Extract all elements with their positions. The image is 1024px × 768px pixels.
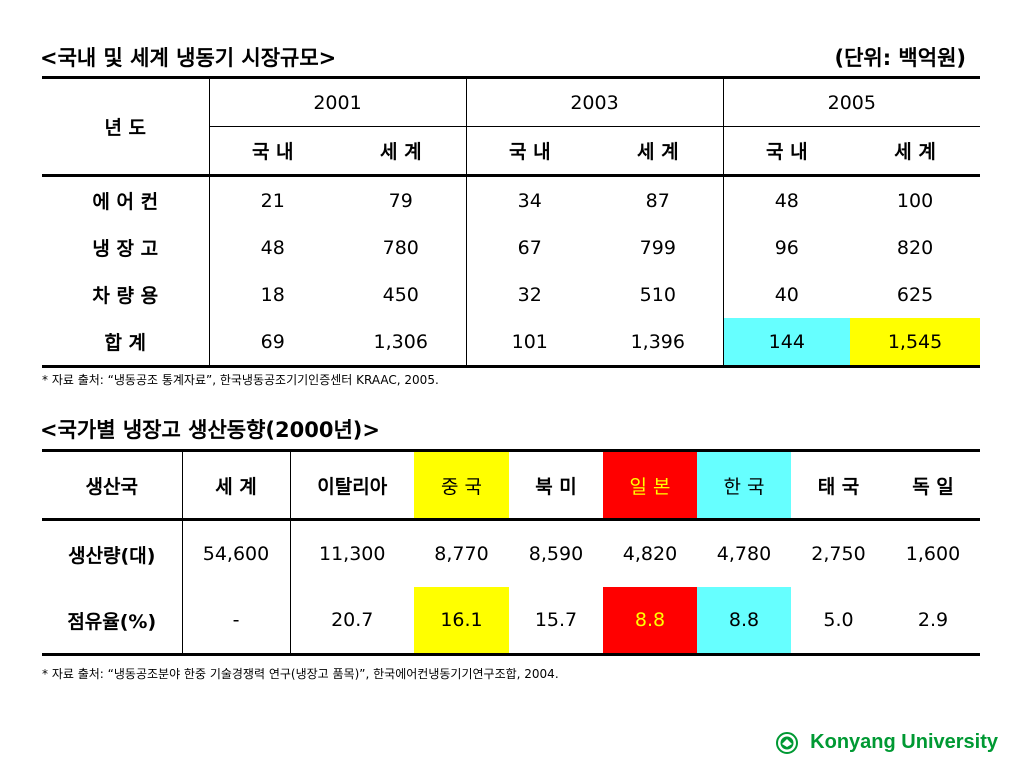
sub-header: 세 계: [850, 126, 981, 177]
table-cell: 32: [517, 283, 542, 306]
table-cell: 87: [593, 175, 724, 224]
highlight-cell: 16.1: [414, 587, 509, 655]
table-cell: 79: [336, 175, 467, 224]
table-cell: 11,300: [319, 543, 386, 565]
table-cell: 450: [336, 271, 467, 318]
table2-title: <국가별 냉장고 생산동향(2000년)>: [40, 418, 380, 442]
table-cell: 8,590: [528, 543, 584, 565]
university-name: Konyang University: [810, 731, 998, 753]
country-header-row: 생산국 세 계 이탈리아 중 국 북 미 일 본 한 국 태 국 독 일: [42, 450, 980, 521]
year-2001: 2001: [209, 77, 467, 127]
row-label: 합 계: [42, 318, 210, 367]
table1-unit: (단위: 백억원): [834, 46, 966, 70]
table-cell: 820: [896, 236, 934, 259]
table-cell: 101: [511, 330, 548, 353]
sub-header-row: 국 내 세 계 국 내 세 계 국 내 세 계: [42, 126, 981, 177]
table-cell: 67: [517, 236, 542, 259]
row-label: 생산량(대): [42, 519, 183, 587]
year-2003: 2003: [466, 77, 724, 127]
sub-header: 국 내: [209, 126, 336, 177]
column-header: 독 일: [886, 450, 980, 521]
row-label: 점유율(%): [42, 587, 183, 655]
row-label: 차 량 용: [42, 271, 210, 318]
table-cell: 510: [593, 271, 724, 318]
highlight-cell: 8.8: [603, 587, 697, 655]
source-note: * 자료 출처: “냉동공조분야 한중 기술경쟁력 연구(냉장고 품목)”, 한…: [42, 667, 559, 681]
table-cell: 799: [593, 224, 724, 271]
source-note: * 자료 출처: “냉동공조 통계자료”, 한국냉동공조기기인증센터 KRAAC…: [42, 373, 439, 387]
table-cell: 625: [896, 283, 934, 306]
university-emblem-icon: [776, 731, 799, 754]
table-cell: 21: [260, 189, 285, 212]
column-header: 태 국: [791, 450, 886, 521]
column-header: 한 국: [697, 450, 791, 521]
table1-title: <국내 및 세계 냉동기 시장규모>: [40, 46, 337, 70]
total-row: 합 계 69 1,306 101 1,396 144 1,545: [42, 318, 981, 367]
table-row: 생산량(대) 54,600 11,300 8,770 8,590 4,820 4…: [42, 519, 980, 587]
year-2005: 2005: [723, 77, 981, 127]
year-header-row: 년 도 2001 2003 2005: [42, 77, 981, 177]
table-cell: 40: [774, 283, 799, 306]
table-cell: 1,396: [593, 318, 724, 367]
table-cell: -: [182, 587, 291, 655]
sub-header: 국 내: [466, 126, 594, 177]
table-cell: 96: [774, 236, 799, 259]
fridge-production-table: 생산국 세 계 이탈리아 중 국 북 미 일 본 한 국 태 국 독 일 생산량…: [42, 449, 980, 656]
table-cell: 100: [896, 189, 934, 212]
highlight-cell: 8.8: [697, 587, 791, 655]
table-cell: 48: [260, 236, 285, 259]
table-cell: 8,770: [434, 543, 489, 565]
table-cell: 18: [260, 283, 285, 306]
row-label: 생산국: [42, 450, 183, 521]
column-header: 중 국: [414, 450, 509, 521]
table-cell: 1,600: [905, 543, 961, 565]
table-cell: 4,820: [622, 543, 678, 565]
table-cell: 780: [336, 224, 467, 271]
sub-header: 세 계: [336, 126, 467, 177]
year-corner-label: 년 도: [42, 77, 210, 177]
highlight-cell: 1,545: [850, 318, 981, 367]
table-row: 냉 장 고 48 780 67 799 96 820: [42, 224, 980, 271]
footer: Konyang University: [776, 731, 998, 754]
highlight-cell: 144: [723, 318, 851, 367]
table-cell: 2,750: [811, 543, 866, 565]
column-header: 북 미: [509, 450, 603, 521]
table-cell: 15.7: [534, 609, 578, 631]
table-row: 차 량 용 18 450 32 510 40 625: [42, 271, 980, 318]
table-cell: 2.9: [917, 609, 949, 631]
table-cell: 48: [774, 189, 799, 212]
table-cell: 20.7: [331, 609, 374, 631]
sub-header: 세 계: [593, 126, 724, 177]
table-cell: 4,780: [716, 543, 772, 565]
table-cell: 69: [260, 330, 285, 353]
column-header: 이탈리아: [290, 450, 414, 521]
row-label: 냉 장 고: [42, 224, 210, 271]
table-row: 에 어 컨 21 79 34 87 48 100: [42, 175, 980, 224]
row-label: 에 어 컨: [42, 175, 210, 224]
table-cell: 1,306: [336, 318, 467, 367]
table-cell: 5.0: [823, 609, 854, 631]
table-cell: 34: [517, 189, 542, 212]
column-header: 세 계: [182, 450, 291, 521]
sub-header: 국 내: [723, 126, 851, 177]
column-header: 일 본: [603, 450, 697, 521]
market-size-table: 년 도 2001 2003 2005 국 내 세 계 국 내 세 계 국 내 세…: [42, 76, 981, 368]
table-row: 점유율(%) - 20.7 16.1 15.7 8.8 8.8 5.0 2.9: [42, 587, 980, 655]
table-cell: 54,600: [182, 519, 291, 587]
